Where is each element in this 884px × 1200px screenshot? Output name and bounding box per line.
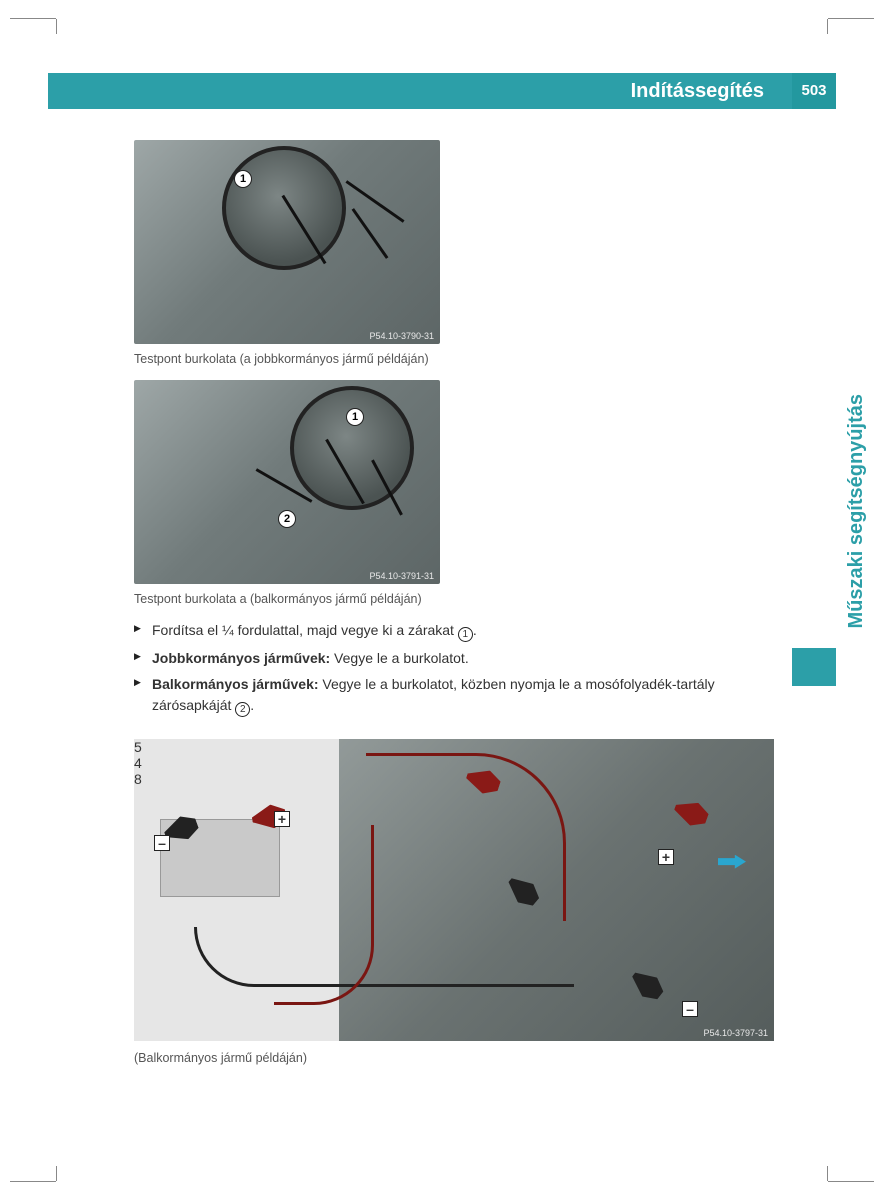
figure-ref-code: P54.10-3791-31 — [369, 571, 434, 581]
plus-sign: + — [658, 849, 674, 865]
side-tab-marker — [792, 648, 836, 686]
magnifier-icon — [222, 146, 346, 270]
cable — [194, 927, 574, 987]
figure-3-caption: (Balkormányos jármű példáján) — [134, 1051, 774, 1065]
page-title: Indítássegítés — [631, 73, 764, 109]
callout-1: 1 — [234, 170, 252, 188]
instruction-item: Fordítsa el ¼ fordulattal, majd vegye ki… — [134, 620, 774, 642]
minus-sign: – — [154, 835, 170, 851]
text: . — [473, 622, 477, 638]
header-band: Indítássegítés — [48, 73, 836, 109]
minus-sign: – — [682, 1001, 698, 1017]
figure-1: 1 P54.10-3790-31 — [134, 140, 440, 344]
instruction-item: Balkormányos járművek: Vegye le a burkol… — [134, 674, 774, 716]
text: fordulattal, majd vegye ki a zárakat — [234, 622, 458, 638]
text: Fordítsa el — [152, 622, 222, 638]
crop-mark — [828, 18, 874, 33]
page-number: 503 — [792, 73, 836, 109]
figure-2: 1 2 P54.10-3791-31 — [134, 380, 440, 584]
figure-3: 5 4 8 – + 3 7 6 + – P54.10-3797-31 — [134, 739, 774, 1041]
bold-lead: Jobbkormányos járművek: — [152, 650, 330, 666]
leader-line — [352, 208, 389, 259]
side-tab-label: Műszaki segítségnyújtás — [834, 388, 878, 648]
instruction-list: Fordítsa el ¼ fordulattal, majd vegye ki… — [134, 620, 774, 717]
figure-ref-code: P54.10-3797-31 — [703, 1028, 768, 1038]
crop-mark — [10, 1167, 56, 1182]
bold-lead: Balkormányos járművek: — [152, 676, 319, 692]
text: Vegye le a burkolatot. — [330, 650, 469, 666]
instruction-item: Jobbkormányos járművek: Vegye le a burko… — [134, 648, 774, 668]
figure-2-caption: Testpont burkolata a (balkormányos jármű… — [134, 592, 774, 606]
figure-ref-code: P54.10-3790-31 — [369, 331, 434, 341]
callout-1: 1 — [346, 408, 364, 426]
figure-1-caption: Testpont burkolata (a jobbkormányos járm… — [134, 352, 774, 366]
crop-mark — [828, 1167, 874, 1182]
magnifier-icon — [290, 386, 414, 510]
page-content: 1 P54.10-3790-31 Testpont burkolata (a j… — [134, 140, 774, 1079]
ref-2-badge: 2 — [235, 702, 250, 717]
cable-red — [274, 825, 374, 1005]
callout-2: 2 — [278, 510, 296, 528]
text: . — [250, 697, 254, 713]
ref-1-badge: 1 — [458, 627, 473, 642]
crop-mark — [10, 18, 56, 33]
fraction: ¼ — [222, 622, 234, 638]
leader-line — [345, 180, 404, 223]
